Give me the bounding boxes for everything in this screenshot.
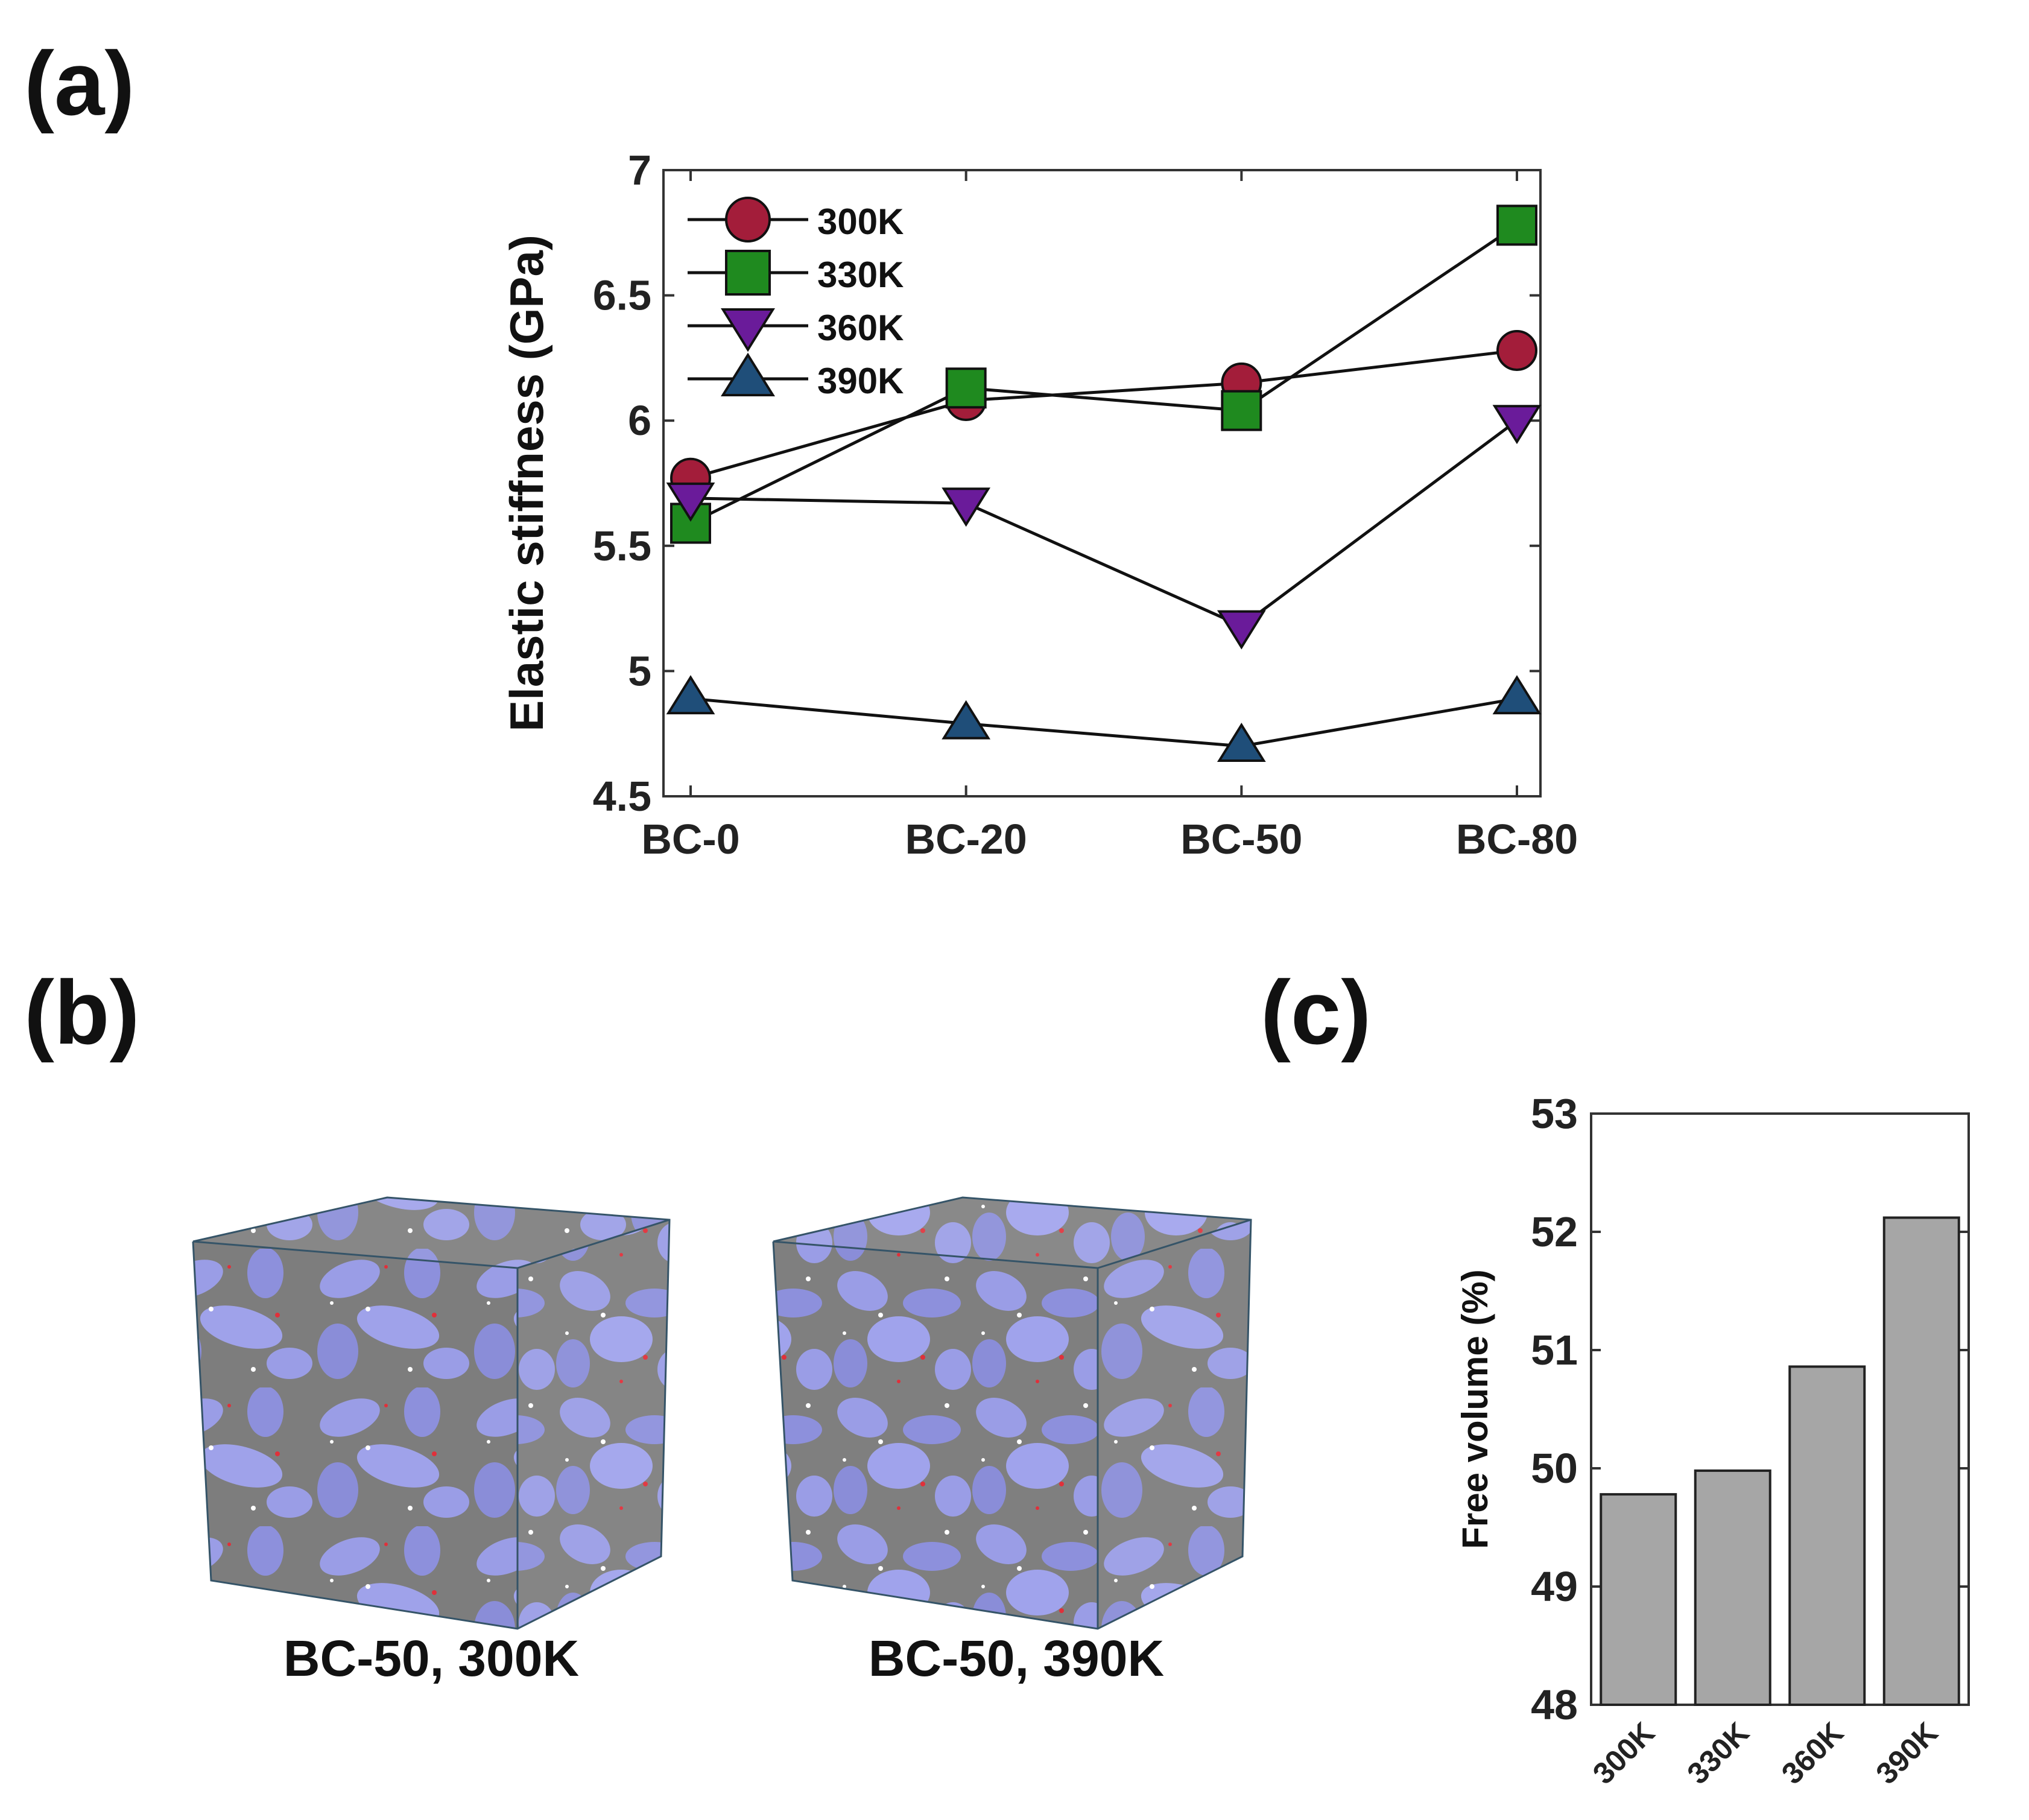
box-side-face bbox=[1098, 1220, 1251, 1629]
series-line-360K bbox=[690, 419, 1518, 628]
series-lines bbox=[689, 224, 1518, 748]
panel-label-b: (b) bbox=[24, 962, 140, 1063]
x-tick-label: 390K bbox=[1869, 1716, 1944, 1790]
y-tick-label: 6 bbox=[628, 397, 651, 444]
y-tick-label: 53 bbox=[1531, 1090, 1578, 1137]
y-axis-c: 48 49 50 51 52 53 bbox=[1531, 1090, 1969, 1728]
bar-300K bbox=[1600, 1493, 1677, 1707]
y-tick-label: 51 bbox=[1531, 1327, 1578, 1374]
x-tick-label: 300K bbox=[1586, 1716, 1661, 1790]
box-front-face bbox=[773, 1241, 1098, 1629]
y-tick-label: 5 bbox=[628, 647, 651, 694]
plot-area-a bbox=[662, 169, 1542, 797]
data-point-300K bbox=[1496, 329, 1537, 371]
box-caption-390k: BC-50, 390K bbox=[869, 1630, 1164, 1687]
data-point-330K bbox=[945, 367, 987, 409]
bar-330K bbox=[1694, 1469, 1771, 1706]
data-point-360K bbox=[1217, 610, 1266, 650]
data-point-360K bbox=[1492, 405, 1542, 445]
data-point-390K bbox=[1492, 675, 1542, 715]
bar-360K bbox=[1788, 1365, 1866, 1706]
legend-marker-360K bbox=[721, 308, 775, 352]
y-axis-a: 4.5 5 5.5 6 6.5 7 bbox=[593, 147, 1540, 820]
data-point-390K bbox=[666, 675, 715, 715]
legend-label-360K: 360K bbox=[817, 308, 904, 348]
y-tick-label: 52 bbox=[1531, 1208, 1578, 1255]
legend-marker-330K bbox=[725, 250, 771, 296]
y-tick-label: 6.5 bbox=[593, 272, 651, 319]
series-markers bbox=[666, 205, 1542, 762]
legend-a: 300K 330K 360K 390K bbox=[688, 197, 904, 401]
x-tick-label: 360K bbox=[1775, 1716, 1850, 1790]
x-tick-label: BC-80 bbox=[1456, 816, 1578, 863]
y-axis-title-a: Elastic stiffness (GPa) bbox=[500, 235, 553, 732]
legend-marker-300K bbox=[725, 197, 771, 243]
x-tick-label: 330K bbox=[1680, 1716, 1755, 1790]
data-point-390K bbox=[1217, 722, 1266, 762]
data-point-330K bbox=[1221, 390, 1262, 431]
y-tick-label: 4.5 bbox=[593, 773, 651, 820]
series-line-330K bbox=[689, 224, 1518, 525]
x-axis-a: BC-0 BC-20 BC-50 BC-80 bbox=[641, 170, 1578, 863]
legend-label-330K: 330K bbox=[817, 255, 904, 295]
data-point-330K bbox=[1496, 205, 1537, 246]
y-axis-title-c: Free volume (%) bbox=[1455, 1269, 1495, 1549]
y-tick-label: 48 bbox=[1531, 1681, 1578, 1728]
series-line-390K bbox=[690, 697, 1518, 748]
simulation-box-390k: BC-50, 390K bbox=[772, 1196, 1252, 1687]
series-line-300K bbox=[690, 349, 1518, 480]
x-axis-c: 300K 330K 360K 390K bbox=[1586, 1716, 1945, 1790]
x-tick-label: BC-50 bbox=[1180, 816, 1302, 863]
panel-label-c: (c) bbox=[1261, 962, 1371, 1063]
bar-390K bbox=[1882, 1216, 1960, 1706]
legend-marker-390K bbox=[721, 352, 775, 396]
y-tick-label: 49 bbox=[1531, 1563, 1578, 1610]
line-chart-elastic-stiffness: 4.5 5 5.5 6 6.5 7 BC-0 BC-20 BC-50 BC-80 Elastic… bbox=[500, 147, 1578, 863]
bars bbox=[1600, 1216, 1960, 1707]
panel-label-a: (a) bbox=[24, 33, 135, 134]
bar-chart-free-volume: 48 49 50 51 52 53 300K 330K 360K 390K Free volum… bbox=[1455, 1090, 1970, 1790]
x-tick-label: BC-0 bbox=[641, 816, 739, 863]
box-front-face bbox=[193, 1241, 518, 1629]
simulation-box-300k: BC-50, 300K bbox=[192, 1196, 671, 1687]
y-tick-label: 50 bbox=[1531, 1445, 1578, 1492]
data-point-360K bbox=[942, 487, 991, 527]
box-side-face bbox=[518, 1220, 669, 1629]
data-point-360K bbox=[666, 482, 715, 522]
x-tick-label: BC-20 bbox=[905, 816, 1027, 863]
y-tick-label: 7 bbox=[628, 147, 651, 194]
legend-label-300K: 300K bbox=[817, 201, 904, 242]
legend-label-390K: 390K bbox=[817, 361, 904, 401]
y-tick-label: 5.5 bbox=[593, 522, 651, 569]
box-caption-300k: BC-50, 300K bbox=[283, 1630, 579, 1687]
data-point-390K bbox=[942, 700, 991, 740]
